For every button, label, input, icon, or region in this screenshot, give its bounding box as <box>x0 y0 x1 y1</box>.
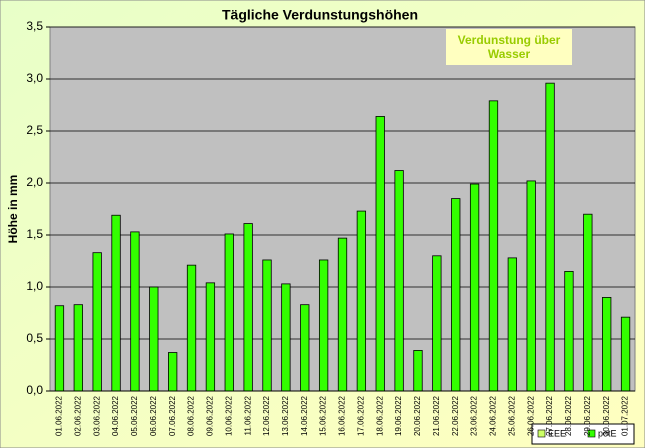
y-tick-label: 0,0 <box>26 383 43 397</box>
x-tick-label: 15.06.2022 <box>319 395 328 436</box>
x-tick-label: 04.06.2022 <box>111 395 120 436</box>
bar <box>337 237 348 392</box>
bar <box>168 352 178 392</box>
x-tick-label: 29.06.2022 <box>583 395 592 436</box>
bar <box>318 259 329 392</box>
chart-title: Tägliche Verdunstungshöhen <box>222 7 418 23</box>
bar <box>243 223 253 392</box>
x-tick-label: 11.06.2022 <box>243 395 252 435</box>
bar <box>488 100 499 392</box>
bar <box>583 213 593 392</box>
bar <box>432 255 442 392</box>
bar <box>111 214 121 392</box>
x-tick-label: 23.06.2022 <box>470 395 479 436</box>
x-tick-label: 06.06.2022 <box>149 395 158 436</box>
bar <box>262 259 272 392</box>
y-tick-label: 2,0 <box>26 175 43 189</box>
legend-box <box>531 423 635 445</box>
y-tick-label: 3,0 <box>26 71 43 85</box>
x-tick-label: 28.06.2022 <box>564 395 573 436</box>
x-tick-label: 07.06.2022 <box>168 395 177 436</box>
x-tick-label: 02.06.2022 <box>73 395 82 436</box>
bar <box>545 82 555 392</box>
x-tick-label: 30.06.2022 <box>602 395 611 436</box>
annotation-wrap: Verdunstung über Wasser <box>457 33 561 61</box>
x-tick-label: 17.06.2022 <box>356 395 365 436</box>
x-tick-label: 09.06.2022 <box>206 395 215 436</box>
y-axis-label: Höhe in mm <box>6 175 20 244</box>
x-tick-label: 14.06.2022 <box>300 395 309 436</box>
bar <box>564 270 574 392</box>
x-tick-label: 03.06.2022 <box>92 395 101 436</box>
x-tick-label: 24.06.2022 <box>489 395 498 436</box>
bar <box>205 282 216 392</box>
legend-label: potE <box>598 428 617 438</box>
bar <box>300 304 310 392</box>
annotation-box <box>446 29 572 65</box>
bar <box>186 264 197 392</box>
y-tick-label: 1,5 <box>26 227 43 241</box>
bar <box>413 350 423 392</box>
bar <box>526 180 536 392</box>
x-tick-label: 20.06.2022 <box>413 395 422 436</box>
x-tick-label: 26.06.2022 <box>526 395 535 436</box>
bar <box>451 198 461 392</box>
y-tick-label: 0,5 <box>26 331 43 345</box>
y-tick-label: 1,0 <box>26 279 43 293</box>
legend-label: EEE <box>548 428 566 438</box>
bar <box>281 283 291 392</box>
x-tick-label: 22.06.2022 <box>451 395 460 436</box>
legend-swatch <box>587 429 596 438</box>
y-tick-label: 2,5 <box>26 123 43 137</box>
x-tick-label: 25.06.2022 <box>507 395 516 436</box>
x-tick-label: 21.06.2022 <box>432 395 441 436</box>
x-tick-label: 01.06.2022 <box>55 395 64 436</box>
x-tick-label: 12.06.2022 <box>262 395 271 436</box>
legend-swatch <box>537 429 546 438</box>
bar <box>92 252 102 392</box>
bar <box>394 170 404 392</box>
bar <box>620 316 631 392</box>
y-tick-label: 3,5 <box>26 19 43 33</box>
x-tick-label: 18.06.2022 <box>375 395 384 436</box>
bar <box>149 286 159 392</box>
x-tick-label: 13.06.2022 <box>281 395 290 436</box>
bar <box>130 231 140 392</box>
annotation: Verdunstung über Wasser <box>457 33 561 61</box>
bar <box>356 210 367 392</box>
bar <box>602 296 612 392</box>
x-tick-label: 08.06.2022 <box>187 395 196 436</box>
x-tick-label: 10.06.2022 <box>224 395 233 436</box>
bar <box>54 305 65 392</box>
bar <box>507 257 517 392</box>
x-tick-label: 27.06.2022 <box>545 395 554 436</box>
bar <box>224 233 234 392</box>
bar <box>469 183 480 392</box>
legend: EEE potE <box>531 423 635 445</box>
bar <box>375 116 385 392</box>
bar <box>73 304 83 392</box>
x-tick-label: 16.06.2022 <box>338 395 347 436</box>
x-tick-label: 01.07.2022 <box>621 395 630 436</box>
x-tick-label: 19.06.2022 <box>394 395 403 436</box>
x-tick-label: 05.06.2022 <box>130 395 139 436</box>
